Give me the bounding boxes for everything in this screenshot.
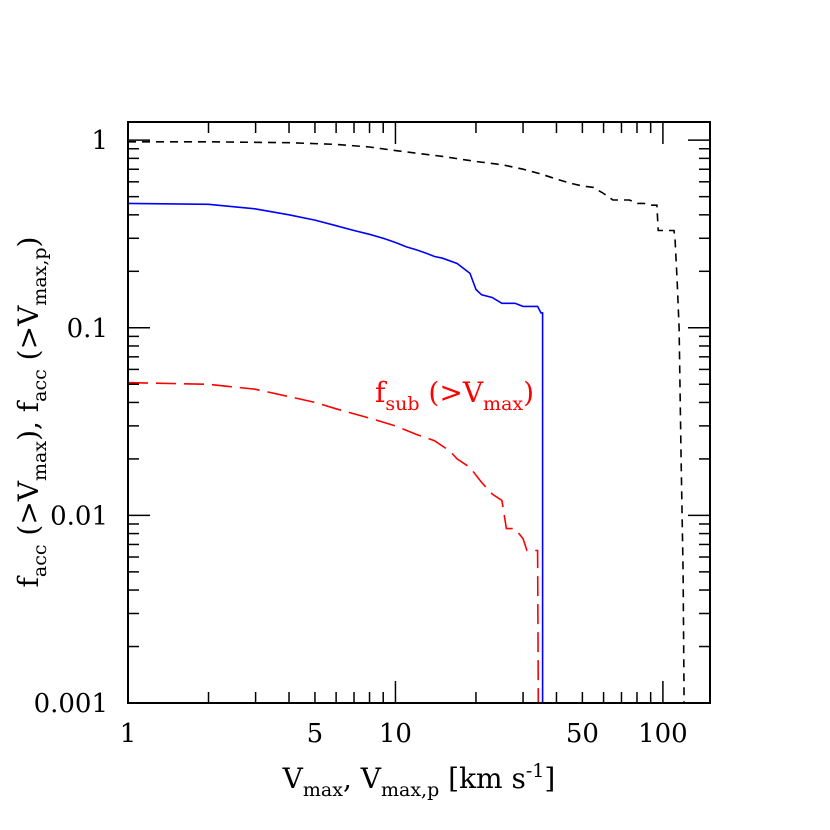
y-tick-labels: 0.001 0.01 0.1 1 [34,126,108,719]
x-tick-label: 50 [566,719,599,749]
x-axis-label: Vmax, Vmax,p [km s-1] [282,760,556,801]
blue-solid-series [127,202,544,703]
x-tick-label: 1 [120,719,137,749]
x-tick-label: 5 [307,719,324,749]
fsub-annotation: fsub (>Vmax) [375,376,534,415]
y-tick-label: 0.001 [34,689,108,719]
y-tick-label: 0.1 [67,314,108,344]
x-tick-label: 100 [638,719,688,749]
red-dashed-series [127,381,540,704]
y-tick-label: 1 [91,126,108,156]
x-tick-labels: 1 5 10 50 100 [120,719,688,749]
black-dashed-series [128,141,685,704]
y-tick-label: 0.01 [50,501,108,531]
y-axis-label: facc (>Vmax), facc (>Vmax,p) [12,236,51,587]
series-layer [127,141,685,704]
x-tick-label: 10 [379,719,412,749]
plot-frame [127,121,711,704]
